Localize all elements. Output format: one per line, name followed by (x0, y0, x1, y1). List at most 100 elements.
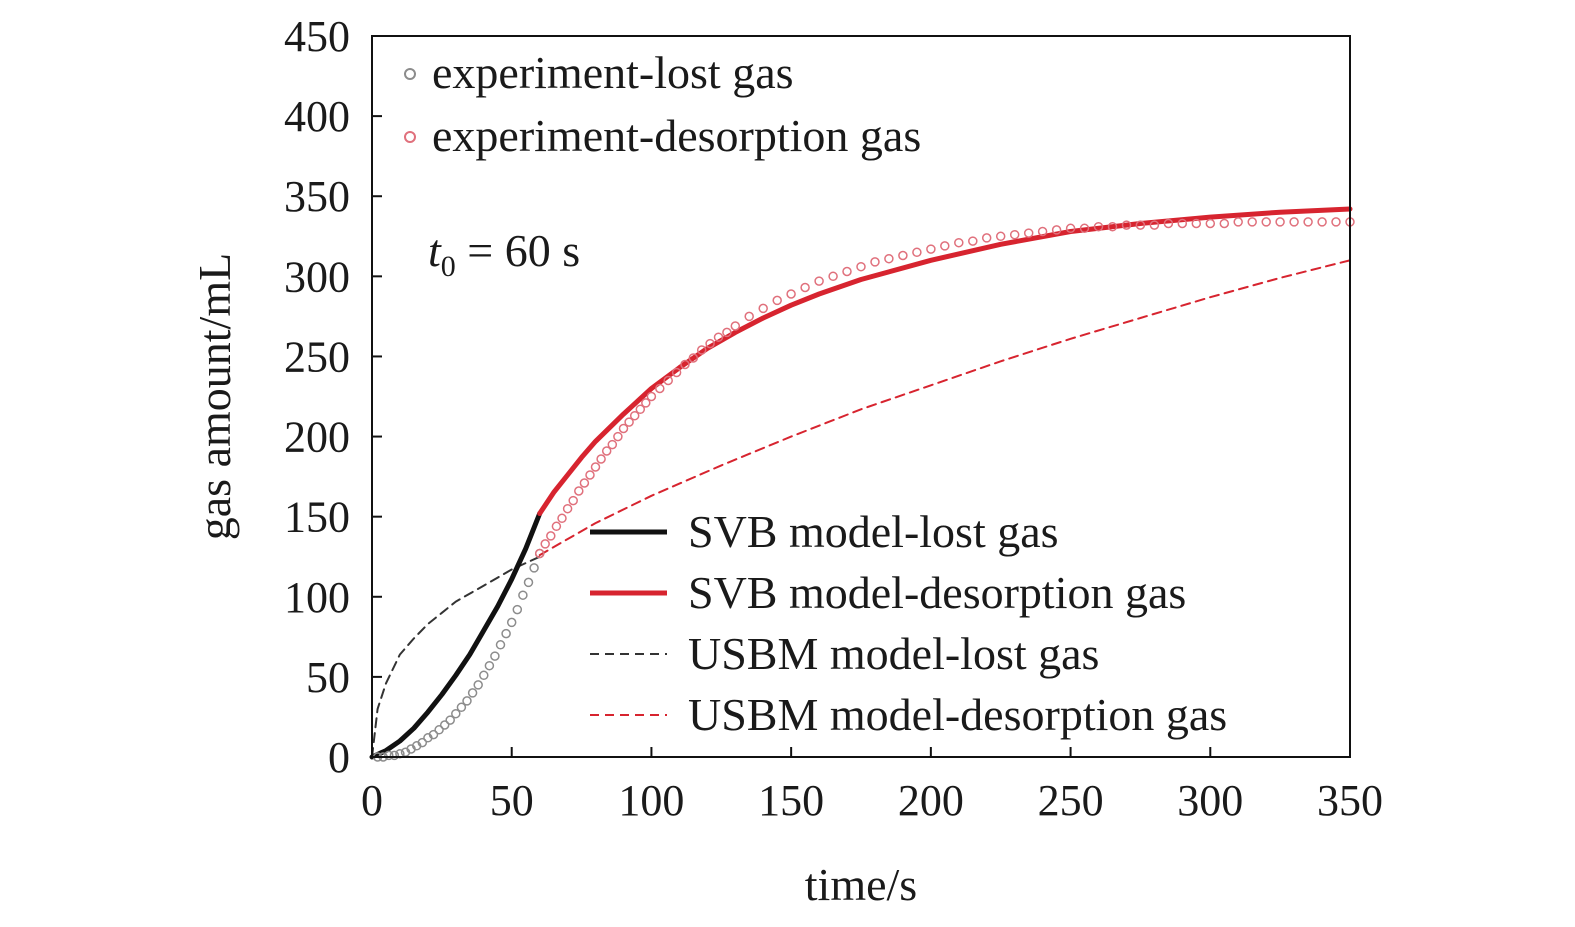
point-experiment-desorption-gas (579, 478, 590, 488)
point-experiment-lost-gas (417, 737, 428, 748)
series-usbm-model-desorption-gas (538, 259, 1351, 557)
point-experiment-desorption-gas (940, 241, 950, 251)
point-experiment-desorption-gas (546, 531, 556, 541)
point-experiment-desorption-gas (1247, 217, 1257, 227)
point-experiment-desorption-gas (646, 391, 657, 402)
y-tick-label: 450 (284, 12, 350, 61)
y-tick-label: 250 (284, 332, 350, 381)
legend-marker-experiment-lost-gas (404, 68, 416, 80)
point-experiment-desorption-gas (856, 261, 866, 272)
x-tick-label: 50 (490, 776, 534, 825)
point-experiment-desorption-gas (898, 250, 908, 261)
y-tick-label: 400 (284, 92, 350, 141)
point-experiment-desorption-gas (1037, 226, 1048, 237)
point-experiment-desorption-gas (713, 332, 724, 342)
point-experiment-desorption-gas (814, 276, 824, 286)
point-experiment-desorption-gas (1107, 221, 1118, 232)
t0-annotation-sub: 0 (441, 250, 456, 283)
point-experiment-desorption-gas (641, 398, 651, 408)
point-experiment-desorption-gas (568, 495, 578, 506)
point-experiment-desorption-gas (1261, 217, 1271, 227)
point-experiment-lost-gas (506, 617, 517, 628)
point-experiment-desorption-gas (1331, 217, 1341, 227)
point-experiment-desorption-gas (607, 439, 618, 450)
point-experiment-lost-gas (484, 660, 495, 671)
point-experiment-desorption-gas (926, 244, 936, 254)
point-experiment-desorption-gas (1023, 228, 1034, 238)
legend-label-experiment-lost-gas: experiment-lost gas (432, 47, 794, 98)
series-usbm-model-lost-gas (371, 555, 541, 758)
point-experiment-desorption-gas (772, 295, 782, 306)
point-experiment-desorption-gas (562, 503, 573, 514)
point-experiment-desorption-gas (705, 338, 715, 349)
point-experiment-desorption-gas (624, 417, 634, 427)
point-experiment-desorption-gas (1163, 218, 1174, 229)
t0-annotation: t0 = 60 s (428, 225, 580, 283)
axis-ticks: 0 50 100 150 200 250 300 350 0 50 100 150 200 250 300 3… (284, 12, 1383, 825)
point-experiment-desorption-gas (912, 247, 922, 258)
x-axis-title: time/s (805, 859, 917, 910)
point-experiment-desorption-gas (1009, 229, 1020, 240)
point-experiment-desorption-gas (870, 257, 880, 267)
point-experiment-desorption-gas (1205, 218, 1216, 229)
y-tick-label: 100 (284, 573, 350, 622)
t0-annotation-var: t (428, 225, 442, 276)
point-experiment-desorption-gas (671, 367, 682, 378)
point-experiment-desorption-gas (1233, 217, 1243, 227)
point-experiment-desorption-gas (744, 311, 754, 322)
y-tick-label: 350 (284, 172, 350, 221)
point-experiment-desorption-gas (758, 303, 768, 314)
point-experiment-desorption-gas (1289, 217, 1299, 227)
point-experiment-desorption-gas (585, 470, 595, 480)
legend-label-usbm-model-desorption-gas: USBM model-desorption gas (688, 689, 1227, 740)
legend-marker-experiment-desorption-gas (404, 131, 416, 143)
point-experiment-desorption-gas (968, 236, 978, 246)
legend-label-experiment-desorption-gas: experiment-desorption gas (432, 110, 921, 161)
point-experiment-desorption-gas (534, 548, 545, 559)
point-experiment-desorption-gas (574, 486, 584, 496)
y-tick-label: 150 (284, 493, 350, 542)
point-experiment-desorption-gas (1219, 218, 1230, 229)
point-experiment-desorption-gas (1121, 220, 1132, 230)
legend-label-svb-model-lost-gas: SVB model-lost gas (688, 506, 1059, 557)
legend-markers: experiment-lost gas experiment-desorption… (404, 47, 921, 161)
point-experiment-desorption-gas (1065, 223, 1076, 234)
point-experiment-desorption-gas (596, 454, 606, 464)
point-experiment-desorption-gas (540, 539, 550, 549)
x-tick-label: 300 (1177, 776, 1243, 825)
point-experiment-lost-gas (490, 651, 500, 661)
point-experiment-desorption-gas (1135, 220, 1146, 230)
plot-data (369, 206, 1355, 762)
point-experiment-desorption-gas (730, 321, 741, 331)
point-experiment-desorption-gas (1093, 221, 1104, 232)
x-tick-label: 0 (361, 776, 383, 825)
point-experiment-desorption-gas (1317, 217, 1327, 227)
series-svb-model-lost-gas (369, 511, 543, 760)
x-tick-label: 250 (1038, 776, 1104, 825)
point-experiment-lost-gas (467, 688, 478, 698)
point-experiment-desorption-gas (551, 521, 562, 532)
point-experiment-desorption-gas (629, 410, 640, 421)
point-experiment-desorption-gas (954, 237, 964, 248)
point-experiment-desorption-gas (842, 266, 852, 277)
plot-frame (371, 35, 1351, 758)
legend-lines: SVB model-lost gas SVB model-desorption g… (590, 506, 1227, 740)
x-tick-label: 200 (898, 776, 964, 825)
point-experiment-desorption-gas (1051, 225, 1062, 235)
point-experiment-lost-gas (501, 628, 511, 639)
y-tick-label: 50 (306, 653, 350, 702)
point-experiment-lost-gas (473, 680, 483, 690)
x-tick-label: 150 (758, 776, 824, 825)
legend-label-usbm-model-lost-gas: USBM model-lost gas (688, 628, 1099, 679)
point-experiment-lost-gas (495, 640, 506, 650)
x-tick-label: 350 (1317, 776, 1383, 825)
x-tick-label: 100 (618, 776, 684, 825)
point-experiment-desorption-gas (1177, 218, 1188, 229)
point-experiment-desorption-gas (722, 327, 732, 338)
point-experiment-desorption-gas (1149, 220, 1160, 230)
point-experiment-lost-gas (445, 715, 455, 725)
point-experiment-desorption-gas (1079, 223, 1090, 234)
point-experiment-desorption-gas (663, 375, 673, 386)
